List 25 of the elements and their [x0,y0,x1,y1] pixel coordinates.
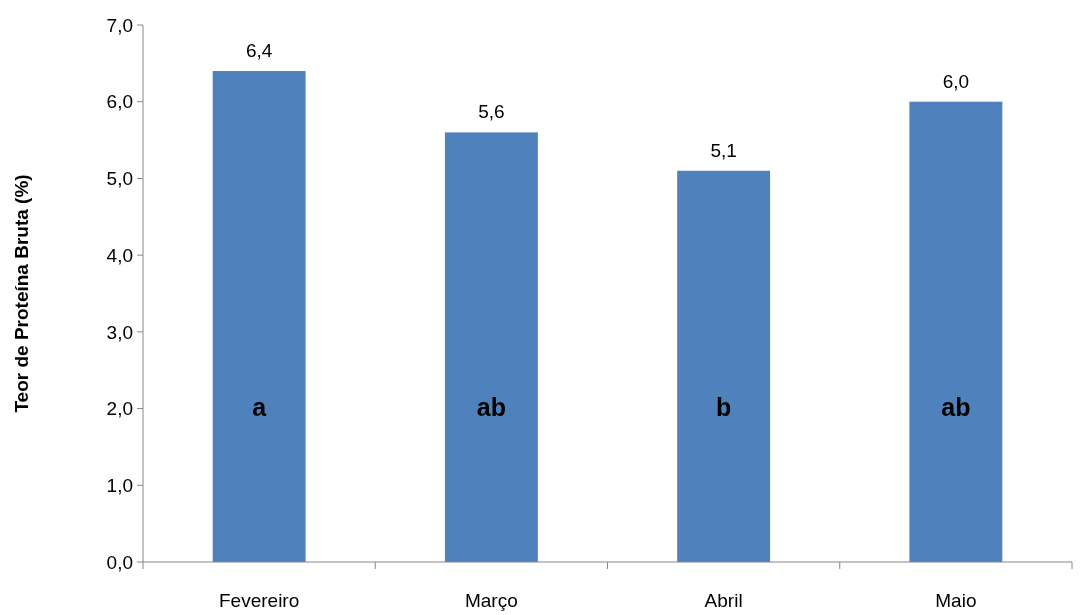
x-tick-label: Fevereiro [219,590,300,611]
data-label: 5,1 [710,139,737,161]
data-label: 6,4 [245,40,273,62]
y-tick-label: 0,0 [106,551,133,573]
y-axis-title: Teor de Proteína Bruta (%) [11,174,32,413]
data-label: 5,6 [478,101,505,123]
x-tick-label: Maio [935,590,977,611]
data-label: 6,0 [942,70,970,92]
annotation: b [715,393,732,422]
bar [212,71,306,562]
y-tick-label: 3,0 [106,321,133,343]
annotation: ab [941,393,971,422]
x-tick-label: Março [464,590,518,611]
y-tick-label: 5,0 [106,168,133,190]
y-tick-label: 1,0 [106,474,133,496]
y-tick-label: 2,0 [106,398,133,420]
bar [677,170,771,562]
bar [444,132,538,562]
annotation: a [252,393,268,422]
y-tick-label: 6,0 [106,91,133,113]
bar [909,101,1003,562]
annotation: ab [476,393,506,422]
y-tick-label: 4,0 [106,244,133,266]
y-tick-label: 7,0 [106,14,133,36]
x-tick-label: Abril [704,590,743,611]
